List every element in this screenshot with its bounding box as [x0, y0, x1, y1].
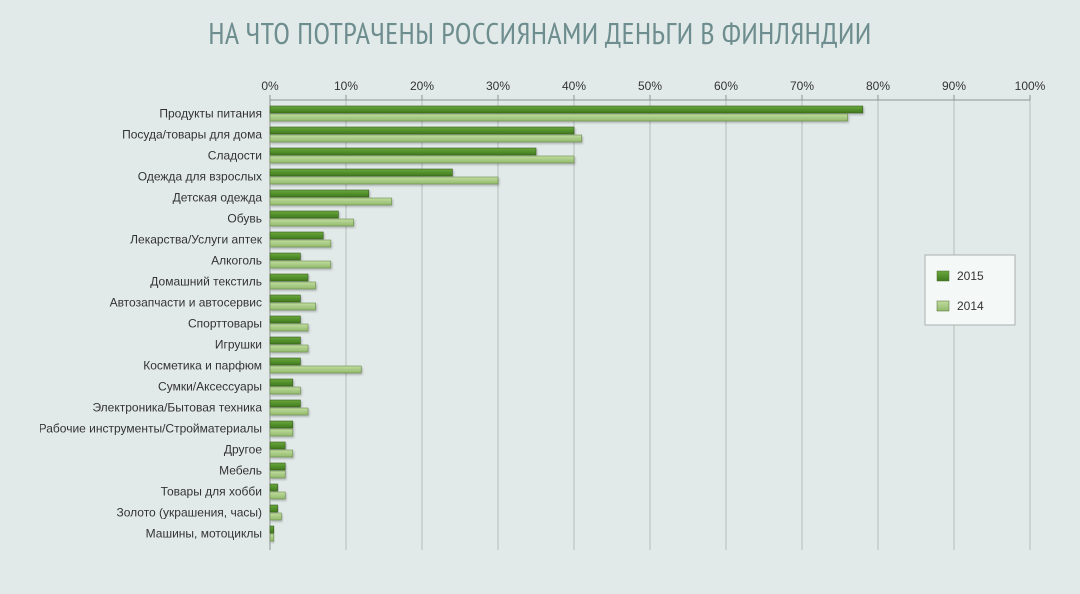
bar-2015 [270, 526, 274, 533]
x-tick-label: 70% [790, 79, 814, 93]
category-label: Продукты питания [159, 107, 262, 121]
bar-2014 [270, 114, 848, 121]
category-label: Алкоголь [211, 254, 262, 268]
bar-2014 [270, 198, 392, 205]
x-tick-label: 0% [261, 79, 279, 93]
x-tick-label: 20% [410, 79, 434, 93]
bar-2015 [270, 358, 300, 365]
chart-svg: 0% 10% 20% 30% 40% 50% 60% 70% 80% 90% 100% Продук… [40, 75, 1055, 565]
category-label: Одежда для взрослых [138, 170, 262, 184]
category-label: Другое [224, 443, 262, 457]
bar-2015 [270, 232, 323, 239]
bar-2015 [270, 379, 293, 386]
bar-2014 [270, 387, 300, 394]
x-tick-label: 10% [334, 79, 358, 93]
bar-2015 [270, 442, 285, 449]
bar-2014 [270, 366, 361, 373]
x-tick-label: 40% [562, 79, 586, 93]
x-tick-label: 50% [638, 79, 662, 93]
bar-2014 [270, 156, 574, 163]
bar-2015 [270, 505, 278, 512]
x-tick-label: 30% [486, 79, 510, 93]
category-label: Машины, мотоциклы [146, 527, 262, 541]
bar-2014 [270, 471, 285, 478]
bar-2015 [270, 190, 369, 197]
bar-2014 [270, 513, 281, 520]
bar-2015 [270, 148, 536, 155]
legend-box [925, 255, 1015, 325]
category-label: Домашний текстиль [150, 275, 262, 289]
bar-2015 [270, 421, 293, 428]
bar-2015 [270, 295, 300, 302]
bars-group [270, 106, 863, 541]
category-label: Мебель [219, 464, 262, 478]
gridlines [270, 100, 1030, 550]
bar-2014 [270, 282, 316, 289]
category-label: Посуда/товары для дома [122, 128, 262, 142]
bar-2014 [270, 492, 285, 499]
bar-2014 [270, 534, 274, 541]
x-tick-label: 60% [714, 79, 738, 93]
bar-2015 [270, 400, 300, 407]
bar-2014 [270, 429, 293, 436]
category-labels: Продукты питания Посуда/товары для дома Сл… [40, 107, 263, 541]
category-label: Сумки/Аксессуары [158, 380, 262, 394]
bar-2014 [270, 177, 498, 184]
category-label: Спорттовары [188, 317, 262, 331]
bar-2015 [270, 274, 308, 281]
category-label: Детская одежда [173, 191, 263, 205]
x-tick-label: 80% [866, 79, 890, 93]
bar-2014 [270, 219, 354, 226]
bar-2014 [270, 450, 293, 457]
bar-2015 [270, 169, 452, 176]
category-label: Косметика и парфюм [143, 359, 262, 373]
category-label: Золото (украшения, часы) [116, 506, 262, 520]
bar-2014 [270, 324, 308, 331]
bar-2014 [270, 240, 331, 247]
category-label: Рабочие инструменты/Стройматериалы [40, 422, 262, 436]
category-label: Товары для хобби [161, 485, 262, 499]
bar-2015 [270, 316, 300, 323]
x-axis: 0% 10% 20% 30% 40% 50% 60% 70% 80% 90% 100% [261, 79, 1045, 100]
category-label: Лекарства/Услуги аптек [130, 233, 263, 247]
legend-swatch [937, 301, 949, 311]
bar-2015 [270, 127, 574, 134]
x-tick-label: 90% [942, 79, 966, 93]
bar-2015 [270, 337, 300, 344]
category-label: Сладости [208, 149, 262, 163]
bar-2015 [270, 106, 863, 113]
x-tick-label: 100% [1015, 79, 1046, 93]
bar-2014 [270, 345, 308, 352]
bar-2015 [270, 484, 278, 491]
category-label: Автозапчасти и автосервис [110, 296, 262, 310]
bar-2014 [270, 135, 582, 142]
bar-2014 [270, 303, 316, 310]
legend: 2015 2014 [925, 255, 1015, 325]
legend-swatch [937, 271, 949, 281]
chart-container: 0% 10% 20% 30% 40% 50% 60% 70% 80% 90% 100% Продук… [40, 75, 1055, 565]
bar-2014 [270, 408, 308, 415]
bar-2015 [270, 253, 300, 260]
bar-2015 [270, 463, 285, 470]
chart-title: НА ЧТО ПОТРАЧЕНЫ РОССИЯНАМИ ДЕНЬГИ В ФИН… [0, 14, 1080, 53]
bar-2014 [270, 261, 331, 268]
bar-2015 [270, 211, 338, 218]
category-label: Электроника/Бытовая техника [92, 401, 262, 415]
legend-label: 2014 [957, 299, 984, 313]
legend-label: 2015 [957, 269, 984, 283]
category-label: Обувь [227, 212, 262, 226]
category-label: Игрушки [215, 338, 262, 352]
